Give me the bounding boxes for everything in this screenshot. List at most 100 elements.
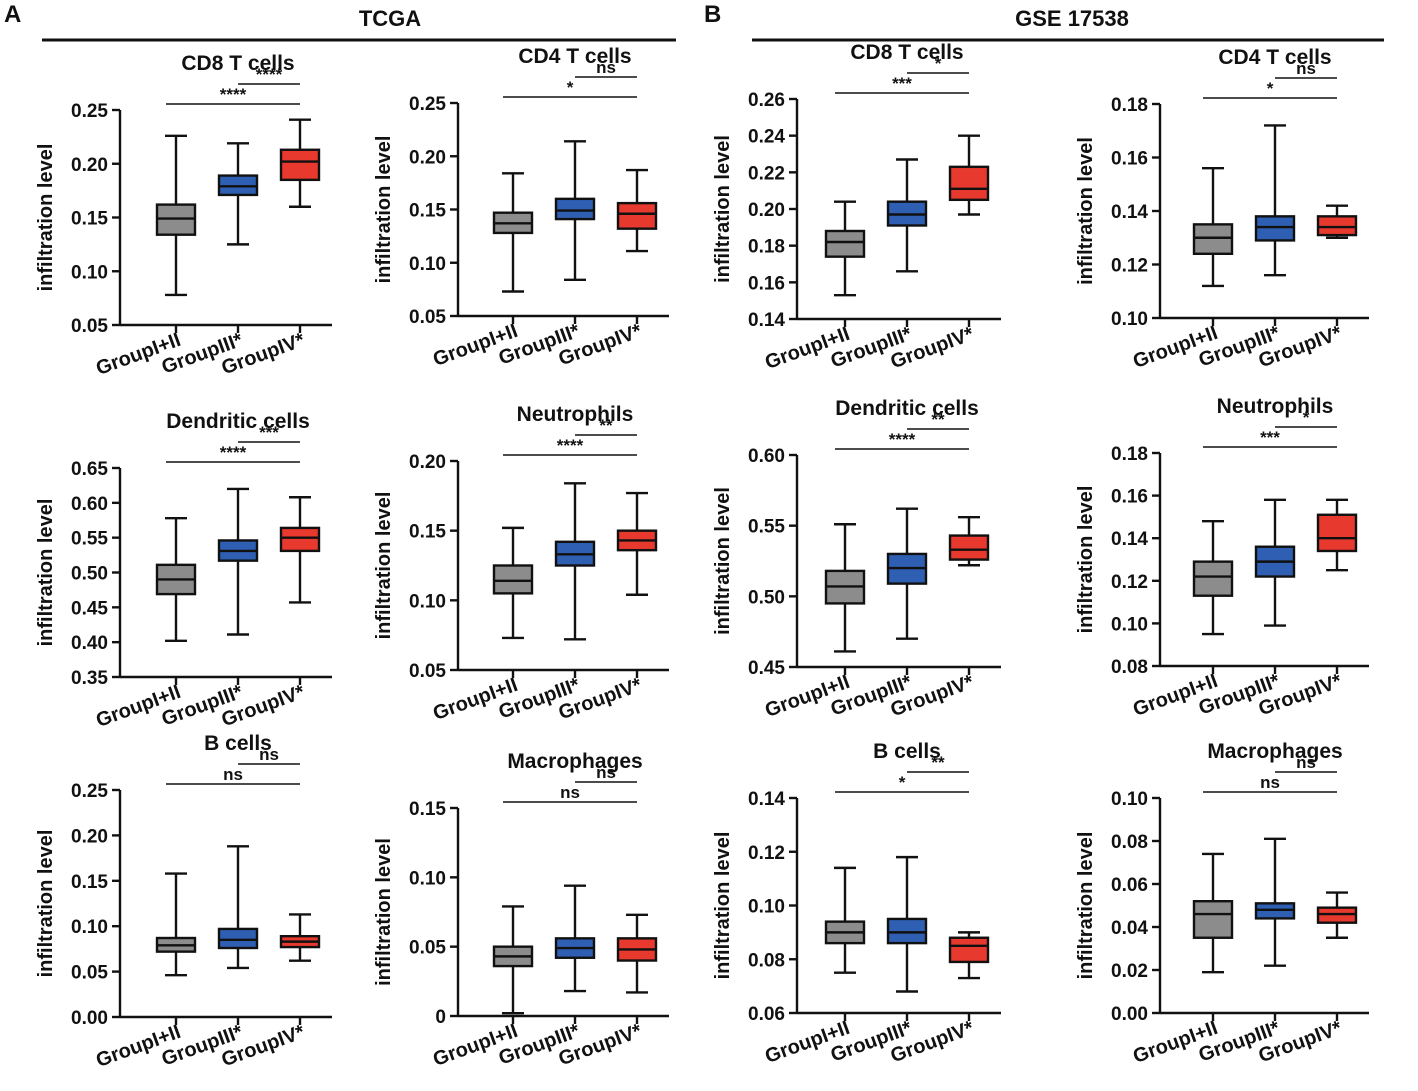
chart-4: Dendritic cells 0.35 0.40 0.45 0.50 0.55 0.60 0… bbox=[35, 410, 332, 732]
significance-label: ns bbox=[596, 58, 616, 77]
significance-label: *** bbox=[259, 423, 279, 442]
y-tick-label: 0.18 bbox=[1111, 444, 1148, 465]
significance-label: ns bbox=[223, 765, 243, 784]
significance-label: ** bbox=[599, 416, 613, 435]
y-tick-label: 0.22 bbox=[748, 163, 785, 184]
y-axis-title: infiltration level bbox=[1075, 137, 1097, 285]
y-tick-label: 0.12 bbox=[1111, 256, 1148, 277]
y-tick-label: 0.20 bbox=[71, 826, 108, 847]
box-iqr bbox=[824, 229, 866, 258]
box-iqr bbox=[616, 201, 658, 230]
y-tick-label: 0.10 bbox=[409, 254, 446, 275]
chart-title: Macrophages bbox=[1207, 740, 1342, 763]
chart-title: Dendritic cells bbox=[835, 397, 979, 420]
y-tick-label: 0.00 bbox=[1111, 1004, 1148, 1025]
y-tick-label: 0.50 bbox=[71, 564, 108, 585]
y-tick-label: 0.26 bbox=[748, 90, 785, 111]
y-tick-label: 0.10 bbox=[1111, 614, 1148, 635]
y-axis-title: infiltration level bbox=[35, 830, 57, 978]
y-axis-title: infiltration level bbox=[712, 832, 734, 980]
y-tick-label: 0.15 bbox=[409, 522, 446, 543]
y-tick-label: 0.08 bbox=[1111, 832, 1148, 853]
box-iqr bbox=[279, 148, 321, 182]
significance-label: ns bbox=[1260, 773, 1280, 792]
y-tick-label: 0.60 bbox=[71, 494, 108, 515]
y-tick-label: 0.16 bbox=[1111, 149, 1148, 170]
significance-label: **** bbox=[557, 436, 584, 455]
significance-label: **** bbox=[220, 443, 247, 462]
y-tick-label: 0.05 bbox=[409, 661, 446, 682]
box-iqr bbox=[1316, 215, 1358, 237]
box-iqr bbox=[492, 564, 534, 595]
chart-7: Neutrophils 0.08 0.10 0.12 0.14 0.16 0.18 infil… bbox=[1075, 395, 1369, 721]
y-tick-label: 0.06 bbox=[748, 1004, 785, 1025]
y-tick-label: 0.65 bbox=[71, 459, 108, 480]
chart-8: B cells 0.00 0.05 0.10 0.15 0.20 0.25 infiltrat… bbox=[35, 732, 332, 1072]
box-iqr bbox=[1192, 900, 1234, 939]
significance-label: * bbox=[567, 78, 574, 97]
y-axis-title: infiltration level bbox=[1075, 486, 1097, 634]
y-tick-label: 0.16 bbox=[748, 273, 785, 294]
chart-title: Neutrophils bbox=[1217, 395, 1334, 418]
chart-11: Macrophages 0.00 0.02 0.04 0.06 0.08 0.10 infil… bbox=[1075, 740, 1369, 1068]
y-tick-label: 0.14 bbox=[748, 310, 785, 331]
significance-label: ns bbox=[596, 763, 616, 782]
y-tick-label: 0.18 bbox=[1111, 95, 1148, 116]
chart-title: CD8 T cells bbox=[181, 52, 294, 75]
y-axis-title: infiltration level bbox=[712, 135, 734, 283]
y-axis-title: infiltration level bbox=[373, 492, 395, 640]
y-tick-label: 0.10 bbox=[71, 262, 108, 283]
y-tick-label: 0.12 bbox=[748, 843, 785, 864]
significance-label: **** bbox=[889, 430, 916, 449]
significance-label: ** bbox=[931, 410, 945, 429]
y-axis-title: infiltration level bbox=[1075, 832, 1097, 980]
y-tick-label: 0.15 bbox=[409, 799, 446, 820]
chart-3: CD4 T cells 0.10 0.12 0.14 0.16 0.18 infiltrat… bbox=[1075, 46, 1369, 373]
y-tick-label: 0.05 bbox=[71, 963, 108, 984]
y-tick-label: 0.55 bbox=[748, 517, 785, 538]
y-tick-label: 0.35 bbox=[71, 668, 108, 689]
chart-title: CD8 T cells bbox=[850, 41, 963, 64]
chart-title: Macrophages bbox=[507, 750, 642, 773]
y-axis-title: infiltration level bbox=[373, 838, 395, 986]
y-tick-label: 0.15 bbox=[409, 201, 446, 222]
y-tick-label: 0.10 bbox=[748, 897, 785, 918]
significance-label: ns bbox=[1296, 59, 1316, 78]
y-tick-label: 0.20 bbox=[748, 200, 785, 221]
chart-0: CD8 T cells 0.05 0.10 0.15 0.20 0.25 infiltrat… bbox=[35, 52, 332, 380]
chart-2: CD8 T cells 0.14 0.16 0.18 0.20 0.22 0.24 0.26 i… bbox=[712, 41, 1001, 374]
significance-label: ns bbox=[560, 783, 580, 802]
y-tick-label: 0.60 bbox=[748, 446, 785, 467]
box-iqr bbox=[948, 165, 990, 202]
y-tick-label: 0 bbox=[435, 1007, 446, 1028]
y-tick-label: 0.10 bbox=[71, 917, 108, 938]
y-tick-label: 0.06 bbox=[1111, 875, 1148, 896]
y-tick-label: 0.24 bbox=[748, 127, 785, 148]
chart-6: Dendritic cells 0.45 0.50 0.55 0.60 infiltrat… bbox=[712, 397, 1001, 722]
chart-title: B cells bbox=[873, 740, 941, 763]
significance-label: ** bbox=[931, 753, 945, 772]
box-iqr bbox=[554, 197, 596, 221]
box-iqr bbox=[279, 526, 321, 553]
y-tick-label: 0.00 bbox=[71, 1008, 108, 1029]
y-tick-label: 0.15 bbox=[71, 872, 108, 893]
y-tick-label: 0.04 bbox=[1111, 918, 1148, 939]
y-tick-label: 0.14 bbox=[1111, 529, 1148, 550]
significance-label: * bbox=[935, 54, 942, 73]
y-tick-label: 0.55 bbox=[71, 529, 108, 550]
y-axis-title: infiltration level bbox=[35, 499, 57, 647]
significance-label: * bbox=[1303, 408, 1310, 427]
y-tick-label: 0.05 bbox=[409, 307, 446, 328]
y-tick-label: 0.15 bbox=[71, 209, 108, 230]
significance-label: * bbox=[1267, 79, 1274, 98]
y-tick-label: 0.50 bbox=[748, 587, 785, 608]
chart-title: CD4 T cells bbox=[1218, 46, 1331, 69]
significance-label: **** bbox=[256, 65, 283, 84]
chart-1: CD4 T cells 0.05 0.10 0.15 0.20 0.25 infiltrat… bbox=[373, 45, 669, 371]
y-axis-title: infiltration level bbox=[712, 487, 734, 635]
significance-label: *** bbox=[892, 74, 912, 93]
box-iqr bbox=[948, 936, 990, 964]
y-tick-label: 0.45 bbox=[748, 658, 785, 679]
box-iqr bbox=[1192, 223, 1234, 255]
y-tick-label: 0.08 bbox=[748, 950, 785, 971]
